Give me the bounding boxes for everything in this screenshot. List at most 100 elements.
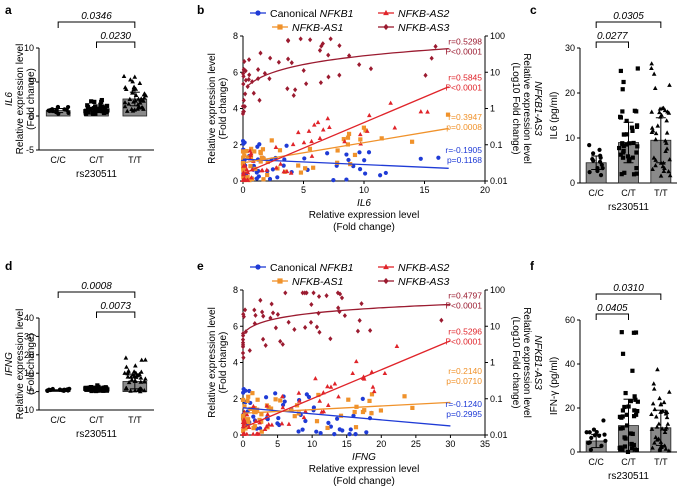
data-point — [285, 86, 290, 92]
data-point — [246, 394, 251, 399]
data-point — [130, 90, 135, 95]
data-point — [314, 324, 320, 330]
data-point — [630, 155, 635, 160]
data-point — [352, 409, 357, 415]
y-tick-label: 4 — [233, 104, 238, 114]
data-point — [286, 319, 291, 325]
data-point — [311, 290, 316, 296]
data-point — [303, 166, 308, 171]
data-point — [369, 392, 375, 397]
data-point — [283, 290, 288, 296]
data-point — [624, 412, 629, 417]
data-point — [418, 156, 423, 161]
data-point — [660, 164, 666, 169]
data-point — [631, 442, 636, 448]
data-point — [241, 73, 246, 79]
x-axis-gene: IFNG — [352, 452, 376, 463]
data-point — [364, 128, 370, 133]
data-point — [128, 388, 133, 393]
data-point — [240, 419, 246, 425]
data-point — [128, 77, 133, 82]
data-point — [652, 85, 658, 91]
x-tick-label: C/T — [89, 155, 104, 165]
data-point — [141, 106, 146, 111]
stat-p-value: P<0.0001 — [445, 300, 482, 310]
data-point — [273, 391, 278, 396]
data-point — [243, 91, 248, 97]
data-point — [632, 408, 637, 413]
data-point — [90, 388, 95, 393]
panel-letter: b — [197, 3, 204, 17]
data-point — [257, 417, 262, 423]
x-tick-label: 0 — [240, 439, 245, 449]
x-axis-title: rs230511 — [76, 169, 117, 180]
data-point — [626, 404, 631, 409]
y2-axis-gene: NFKB1-AS3 — [532, 81, 543, 136]
x-tick-label: 10 — [359, 185, 369, 195]
data-point — [625, 154, 631, 159]
data-point — [418, 109, 424, 114]
data-point — [273, 144, 279, 149]
panel-letter: a — [5, 3, 12, 17]
data-point — [262, 70, 267, 76]
data-point — [270, 167, 276, 172]
data-point — [96, 388, 101, 393]
data-point — [277, 422, 282, 428]
data-point — [346, 131, 352, 137]
data-point — [261, 177, 266, 182]
y-tick-label: 0 — [233, 430, 238, 440]
data-point — [127, 96, 133, 101]
y-axis-gene: IL6 — [4, 92, 15, 106]
data-point — [246, 76, 251, 82]
data-point — [252, 405, 257, 411]
data-point — [653, 157, 659, 162]
data-point — [244, 412, 250, 417]
data-point — [634, 123, 640, 128]
fit-line — [242, 407, 451, 427]
x-axis-title: Relative expression level — [309, 210, 420, 221]
data-point — [265, 172, 270, 178]
data-point — [325, 402, 331, 408]
data-point — [244, 167, 250, 172]
y-axis-subtitle: (Fold change) — [218, 78, 229, 140]
x-tick-label: 25 — [411, 439, 421, 449]
data-point — [631, 140, 636, 146]
data-point — [629, 125, 635, 130]
data-point — [124, 108, 130, 113]
data-point — [371, 388, 377, 394]
data-point — [650, 445, 655, 450]
data-point — [65, 387, 70, 392]
stat-r-value: r=0.3947 — [448, 112, 482, 122]
data-point — [241, 172, 247, 177]
data-point — [257, 420, 262, 425]
y-tick-label: 20 — [24, 350, 34, 360]
x-tick-label: 15 — [342, 439, 352, 449]
data-point — [100, 388, 105, 393]
data-point — [280, 393, 285, 399]
stat-r-value: r=0.5845 — [448, 73, 482, 83]
data-point — [344, 177, 349, 182]
panel-letter: f — [530, 259, 535, 273]
data-point — [303, 324, 308, 330]
data-point — [121, 73, 127, 79]
data-point — [85, 105, 91, 110]
data-point — [357, 131, 363, 137]
data-point — [126, 379, 132, 385]
data-point — [635, 144, 640, 149]
data-point — [248, 164, 253, 169]
data-point — [260, 336, 266, 342]
data-point — [133, 98, 138, 103]
data-point — [263, 342, 268, 348]
data-point — [337, 427, 342, 432]
data-point — [655, 123, 661, 128]
data-point — [328, 384, 334, 389]
data-point — [126, 101, 132, 106]
data-point — [284, 143, 289, 148]
data-point — [132, 378, 138, 383]
data-point — [620, 142, 625, 147]
data-point — [241, 163, 246, 168]
data-point — [319, 409, 325, 414]
data-point — [62, 107, 67, 112]
data-point — [367, 398, 372, 404]
data-point — [242, 177, 248, 182]
